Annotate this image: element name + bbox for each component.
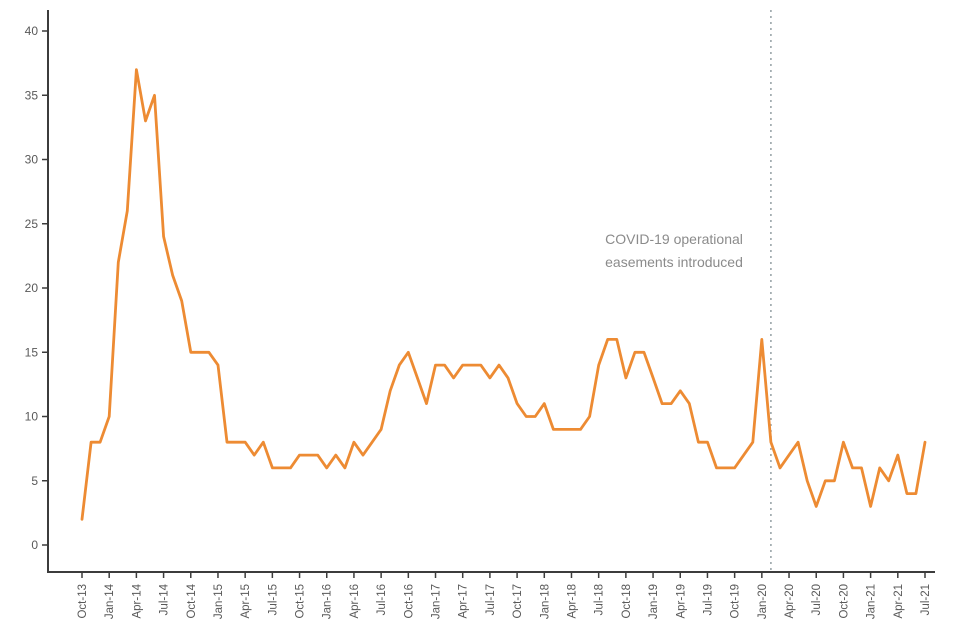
- x-tick-label: Apr-20: [784, 584, 796, 619]
- x-tick-label: Jul-15: [267, 584, 279, 615]
- y-tick-label: 10: [25, 410, 39, 424]
- x-tick-label: Apr-19: [675, 584, 687, 619]
- y-tick-label: 15: [25, 345, 39, 359]
- x-tick-label: Jul-16: [376, 584, 388, 615]
- x-tick-label: Jul-18: [594, 584, 606, 615]
- covid-annotation: COVID-19 operational easements introduced: [605, 231, 743, 270]
- x-tick-label: Jul-20: [811, 584, 823, 615]
- y-tick-label: 40: [25, 24, 39, 38]
- y-tick-label: 5: [31, 474, 38, 488]
- y-tick-label: 20: [25, 281, 39, 295]
- x-tick-label: Jan-15: [213, 584, 225, 619]
- y-tick-label: 25: [25, 217, 39, 231]
- x-axis-ticks: Oct-13 Jan-14 Apr-14 Jul-14 Oct-14 Jan-15 Apr-…: [77, 572, 932, 619]
- x-tick-label: Jan-17: [431, 584, 443, 619]
- x-tick-label: Jan-20: [757, 584, 769, 619]
- x-tick-label: Jul-21: [920, 584, 932, 615]
- y-tick-label: 0: [31, 538, 38, 552]
- y-axis-ticks: 0 5 10 15 20 25 30 35 40: [25, 24, 48, 552]
- x-tick-label: Oct-18: [621, 584, 633, 619]
- x-tick-label: Oct-16: [403, 584, 415, 619]
- x-tick-label: Apr-16: [349, 584, 361, 619]
- x-tick-label: Oct-20: [838, 584, 850, 619]
- x-tick-label: Oct-13: [77, 584, 89, 619]
- x-tick-label: Apr-15: [240, 584, 252, 619]
- x-tick-label: Jan-16: [322, 584, 334, 619]
- x-tick-label: Apr-17: [458, 584, 470, 619]
- y-tick-label: 35: [25, 88, 39, 102]
- x-tick-label: Apr-14: [131, 583, 143, 618]
- x-tick-label: Jul-19: [702, 584, 714, 615]
- x-tick-label: Jan-14: [104, 583, 116, 619]
- x-tick-label: Jul-17: [485, 584, 497, 615]
- x-tick-label: Jan-21: [866, 584, 878, 619]
- x-tick-label: Jan-18: [539, 584, 551, 619]
- x-tick-label: Apr-18: [566, 584, 578, 619]
- x-tick-label: Jan-19: [648, 584, 660, 619]
- series-line: [80, 68, 927, 521]
- x-tick-label: Jul-14: [159, 583, 171, 615]
- covid-annotation-line: COVID-19 operational: [605, 231, 743, 247]
- covid-annotation-line: easements introduced: [605, 254, 743, 270]
- x-tick-label: Apr-21: [893, 584, 905, 619]
- x-tick-label: Oct-14: [186, 583, 198, 618]
- x-tick-label: Oct-17: [512, 584, 524, 619]
- y-tick-label: 30: [25, 153, 39, 167]
- x-tick-label: Oct-15: [295, 584, 307, 619]
- x-tick-label: Oct-19: [730, 584, 742, 619]
